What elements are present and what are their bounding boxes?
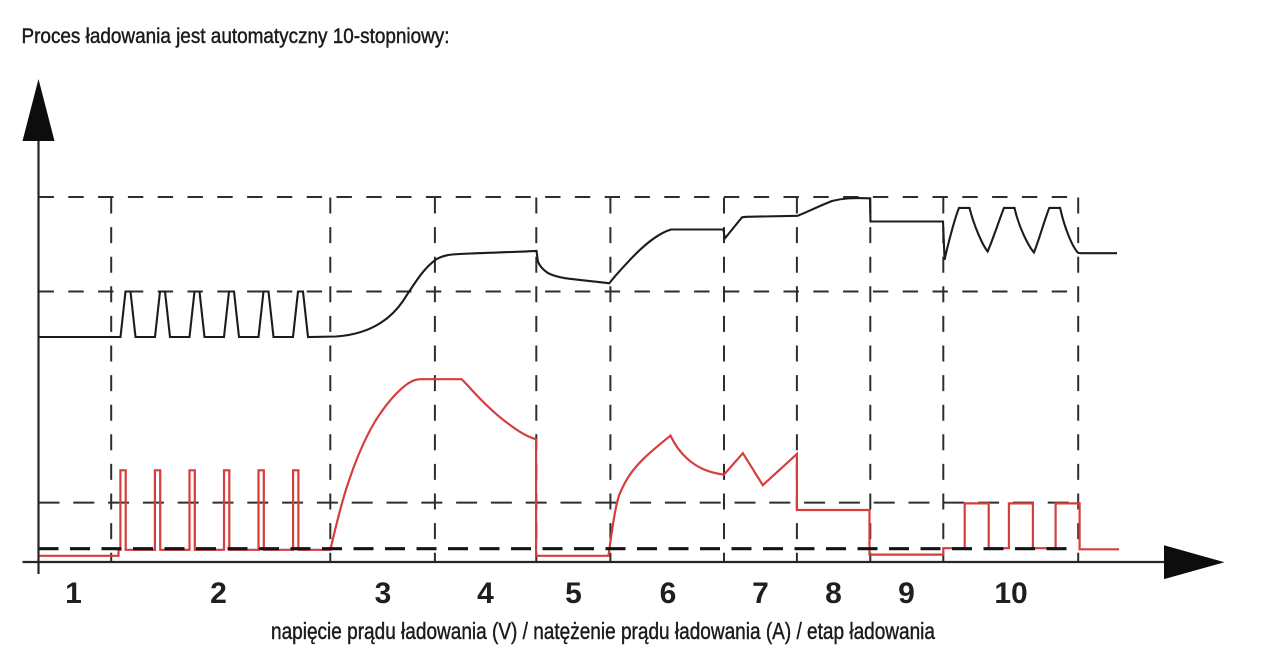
svg-text:7: 7 bbox=[752, 577, 769, 610]
svg-text:2: 2 bbox=[210, 577, 227, 610]
svg-text:napięcie prądu ładowania (V) /: napięcie prądu ładowania (V) / natężenie… bbox=[271, 618, 936, 644]
svg-text:4: 4 bbox=[477, 577, 494, 610]
svg-text:10: 10 bbox=[994, 577, 1027, 610]
svg-text:Proces ładowania jest automaty: Proces ładowania jest automatyczny 10-st… bbox=[22, 25, 450, 48]
svg-text:9: 9 bbox=[898, 577, 915, 610]
svg-text:5: 5 bbox=[565, 577, 582, 610]
svg-text:1: 1 bbox=[65, 577, 82, 610]
svg-text:6: 6 bbox=[660, 577, 677, 610]
svg-text:8: 8 bbox=[825, 577, 842, 610]
svg-text:3: 3 bbox=[375, 577, 392, 610]
